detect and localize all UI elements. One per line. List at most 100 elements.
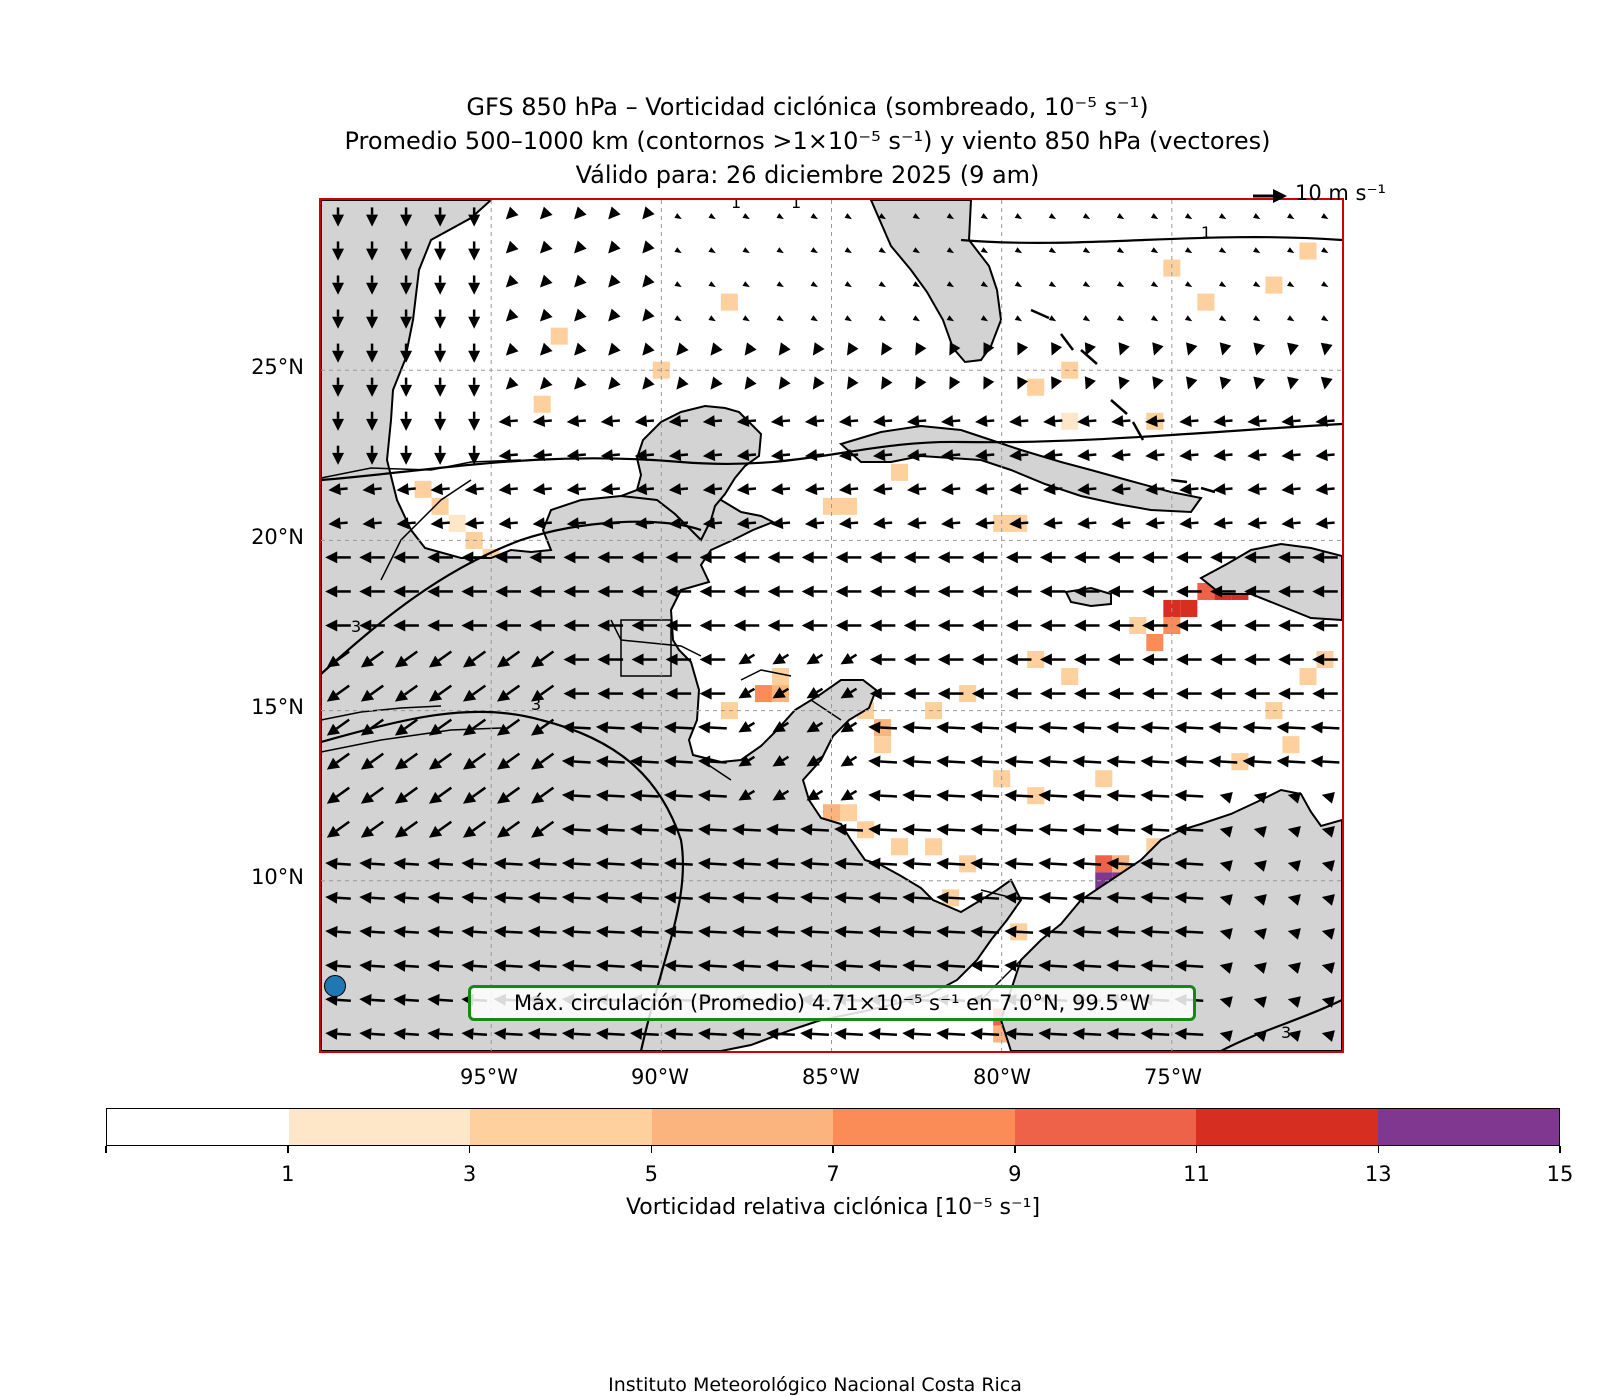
wind-vector (461, 959, 488, 972)
wind-vector (1140, 721, 1170, 734)
wind-vector (878, 281, 886, 288)
wind-vector (1321, 247, 1329, 254)
lon-label-75w: 75°W (1144, 1065, 1202, 1089)
wind-vector (1084, 376, 1096, 390)
wind-vector (359, 551, 385, 564)
wind-vector (1150, 281, 1159, 288)
wind-vector (983, 376, 995, 390)
wind-vector (1287, 342, 1299, 356)
map-panel[interactable]: 1 1 1 3 3 3 (319, 198, 1344, 1053)
colorbar-tick-mark (105, 1146, 107, 1153)
wind-vector (400, 309, 413, 329)
wind-vector (393, 959, 419, 972)
wind-vector (912, 247, 921, 254)
wind-vector (428, 752, 453, 770)
wind-vector (1253, 928, 1267, 940)
wind-vector (539, 206, 553, 220)
wind-vector (1082, 315, 1091, 322)
wind-vector (1038, 891, 1068, 904)
wind-vector (531, 820, 555, 838)
vorticity-cell (431, 497, 449, 515)
wind-vector (629, 823, 659, 836)
wind-vector (359, 1027, 385, 1040)
wind-vector (1253, 860, 1267, 872)
wind-vector (881, 342, 893, 356)
lat-label-25n: 25°N (251, 355, 304, 379)
wind-vector (1106, 925, 1136, 938)
wind-vector (902, 925, 932, 938)
wind-vector (1072, 857, 1102, 870)
wind-vector (1176, 551, 1202, 564)
wind-vector (970, 823, 1000, 836)
wind-vector (427, 925, 453, 938)
map-canvas[interactable]: 1 1 1 3 3 3 (321, 200, 1342, 1051)
wind-vector (498, 483, 518, 496)
wind-vector (1287, 962, 1301, 974)
wind-vector (1185, 342, 1198, 356)
wind-vector (539, 240, 553, 254)
max-circulation-marker[interactable] (324, 975, 346, 997)
vorticity-cell (840, 497, 858, 515)
wind-vector (1321, 791, 1335, 804)
wind-vector (742, 315, 750, 322)
wind-vector (736, 517, 757, 530)
wind-vector (531, 684, 555, 702)
vorticity-cell (891, 838, 909, 856)
wind-vector (1077, 483, 1097, 496)
wind-vector (800, 1027, 829, 1040)
wind-vector (872, 449, 893, 462)
wind-vector (1150, 315, 1159, 322)
wind-vector (834, 959, 863, 972)
wind-vector (325, 959, 351, 972)
wind-vector (427, 1027, 453, 1040)
wind-vector (427, 585, 453, 598)
wind-vector (1252, 247, 1261, 254)
wind-vector (1073, 585, 1100, 598)
wind-vector (631, 619, 658, 632)
wind-vector (676, 376, 689, 390)
wind-vector (732, 823, 761, 836)
wind-vector (1321, 894, 1335, 906)
wind-vector (359, 619, 385, 632)
wind-vector (1208, 755, 1238, 768)
vorticity-cell (1027, 651, 1045, 669)
wind-vector (1043, 517, 1063, 530)
wind-vector (326, 752, 350, 770)
wind-vector (800, 857, 829, 870)
wind-vector (394, 718, 419, 736)
colorbar-tick-label: 7 (826, 1162, 840, 1186)
wind-vector (738, 789, 756, 801)
wind-vector (1287, 928, 1301, 940)
wind-vector (806, 789, 824, 801)
wind-vector (505, 274, 519, 288)
wind-vector (915, 342, 927, 356)
wind-vector (902, 1027, 932, 1040)
colorbar (106, 1108, 1560, 1146)
wind-vector (834, 857, 863, 870)
wind-vector (1005, 687, 1032, 700)
lon-label-90w: 90°W (631, 1065, 689, 1089)
wind-vector (937, 653, 964, 666)
wind-vector (493, 891, 523, 904)
wind-vector (566, 449, 586, 462)
wind-vector (566, 415, 586, 428)
wind-vector (642, 240, 655, 254)
colorbar-segment (1196, 1109, 1378, 1145)
wind-vector (1244, 653, 1270, 666)
colorbar-segment (833, 1109, 1015, 1145)
wind-vector (1287, 1030, 1301, 1042)
wind-vector (434, 207, 447, 227)
colorbar-tick-label: 1 (281, 1162, 295, 1186)
wind-vector (1218, 247, 1227, 254)
wind-vector (1281, 483, 1301, 496)
wind-vector (937, 551, 964, 564)
wind-vector (946, 315, 955, 322)
wind-vector (902, 959, 932, 972)
vorticity-cell (1197, 582, 1215, 600)
wind-vector (834, 823, 863, 836)
wind-vector (366, 241, 379, 261)
wind-vector (810, 247, 818, 254)
wind-vector (1179, 517, 1199, 530)
wind-vector (697, 789, 727, 802)
wind-vector (733, 619, 760, 632)
